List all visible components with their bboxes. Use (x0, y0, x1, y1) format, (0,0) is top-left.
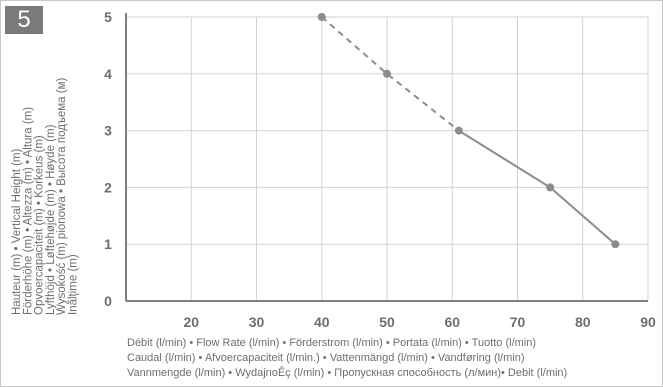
x-tick-label: 70 (510, 314, 526, 330)
y-tick-label: 4 (104, 66, 112, 82)
x-axis-label-text: Débit (l/min) • Flow Rate (l/min) • Förd… (127, 337, 567, 379)
y-axis-label-line: Opvoercapaciteit (m) • Korkeus (m) (34, 135, 46, 315)
y-tick-label: 2 (104, 179, 112, 195)
figure-number-badge: 5 (5, 6, 43, 34)
y-axis-label-line: Lyfthöjd • Løftehøjde (m) • Høyde (m) (45, 124, 57, 315)
x-tick-label: 40 (314, 314, 330, 330)
data-point (383, 69, 391, 78)
x-axis-label-line: Caudal (l/min) • Afvoercapaciteit (l/min… (127, 352, 525, 364)
data-point (546, 183, 555, 192)
y-tick-labels: 0 1 2 3 4 5 (104, 9, 112, 309)
y-tick-label: 0 (104, 293, 112, 309)
x-tick-label: 30 (249, 314, 265, 330)
x-tick-label: 60 (444, 314, 460, 330)
y-axis-label-line: Hauteur (m) • Vertical Height (m) (11, 148, 23, 315)
series-line-dashed (321, 16, 460, 132)
x-axis-label-line: Vannmengde (l/min) • WydajnoÊç (l/min) •… (127, 366, 567, 379)
x-axis-label-line: Débit (l/min) • Flow Rate (l/min) • Förd… (127, 337, 536, 349)
y-axis-label-line: Förderhöhe (m) • Altezza (m) • Altura (m… (22, 107, 34, 315)
x-tick-label: 90 (640, 314, 656, 330)
data-point (317, 13, 326, 21)
x-tick-label: 20 (183, 314, 199, 330)
x-tick-label: 50 (379, 314, 395, 330)
data-point (454, 126, 463, 135)
y-axis-label-line: Wysokość (m) pionowa • Высота подъема (м… (56, 77, 68, 315)
x-tick-label: 80 (575, 314, 591, 330)
y-axis-label-text: Hauteur (m) • Vertical Height (m)Förderh… (11, 77, 80, 315)
y-axis-label: Hauteur (m) • Vertical Height (m)Förderh… (11, 77, 80, 315)
y-axis-label-line: Inălțime (m) (68, 254, 80, 315)
axes (125, 13, 648, 302)
y-tick-label: 5 (104, 9, 112, 25)
x-tick-labels: 20 30 40 50 60 70 80 90 (183, 314, 656, 330)
x-axis-label: Débit (l/min) • Flow Rate (l/min) • Förd… (127, 337, 567, 379)
y-tick-label: 1 (104, 236, 112, 252)
grid (126, 16, 649, 302)
data-point (611, 240, 620, 249)
data-points (317, 13, 620, 249)
y-tick-label: 3 (104, 123, 112, 139)
